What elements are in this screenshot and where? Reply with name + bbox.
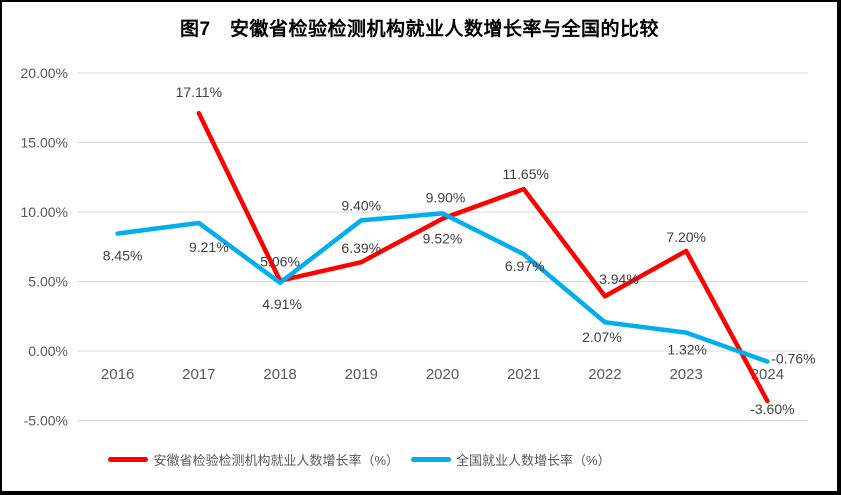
data-label-national: 4.91% — [262, 296, 302, 312]
y-tick-label: 15.00% — [21, 135, 68, 151]
data-label-anhui: 7.20% — [666, 229, 706, 245]
data-label-anhui: 3.94% — [599, 271, 639, 287]
data-label-anhui: 6.39% — [341, 240, 381, 256]
legend-swatch-national-line — [411, 457, 451, 462]
x-tick-label: 2019 — [345, 366, 378, 383]
x-tick-label: 2016 — [101, 366, 134, 383]
x-tick-label: 2021 — [507, 366, 540, 383]
x-tick-label: 2022 — [588, 366, 621, 383]
chart-title: 图7 安徽省检验检测机构就业人数增长率与全国的比较 — [179, 19, 660, 40]
data-label-national: 9.40% — [341, 197, 381, 213]
data-label-anhui: 9.52% — [423, 231, 463, 247]
legend-label-anhui: 安徽省检验检测机构就业人数增长率（%） — [153, 453, 399, 468]
y-tick-label: 20.00% — [21, 65, 68, 81]
data-label-national: -0.76% — [771, 351, 815, 367]
data-label-anhui: 17.11% — [176, 84, 222, 100]
data-label-national: 6.97% — [505, 258, 545, 274]
data-label-national: 1.32% — [667, 342, 707, 358]
data-label-national: 9.90% — [426, 189, 466, 205]
legend-item-anhui: 安徽省检验检测机构就业人数增长率（%） — [108, 450, 399, 469]
data-label-national: 8.45% — [103, 248, 143, 264]
series-line-national — [115, 211, 770, 364]
x-tick-label: 2020 — [426, 366, 459, 383]
y-tick-label: 0.00% — [28, 343, 68, 359]
legend-swatch-anhui-line — [108, 457, 149, 462]
x-tick-label: 2023 — [669, 366, 702, 383]
data-label-anhui: -3.60% — [750, 401, 794, 417]
x-tick-label: 2024 — [751, 366, 784, 383]
data-label-national: 9.21% — [189, 239, 229, 255]
line-chart-plot-area: 20.00% 15.00% 10.00% 5.00% 0.00% -5.00% 2016 20… — [21, 65, 816, 429]
y-tick-label: -5.00% — [24, 413, 68, 429]
legend-label-national: 全国就业人数增长率（%） — [456, 453, 611, 468]
legend: 安徽省检验检测机构就业人数增长率（%） 全国就业人数增长率（%） — [2, 450, 777, 469]
x-tick-label: 2017 — [182, 366, 215, 383]
y-tick-label: 5.00% — [28, 274, 68, 290]
x-tick-label: 2018 — [263, 366, 296, 383]
legend-item-national: 全国就业人数增长率（%） — [411, 450, 611, 469]
data-label-national: 2.07% — [582, 329, 622, 345]
data-label-anhui: 11.65% — [502, 166, 548, 182]
data-label-anhui: 5.06% — [260, 254, 300, 270]
series-line-anhui — [196, 110, 770, 404]
y-tick-label: 10.00% — [21, 204, 68, 220]
